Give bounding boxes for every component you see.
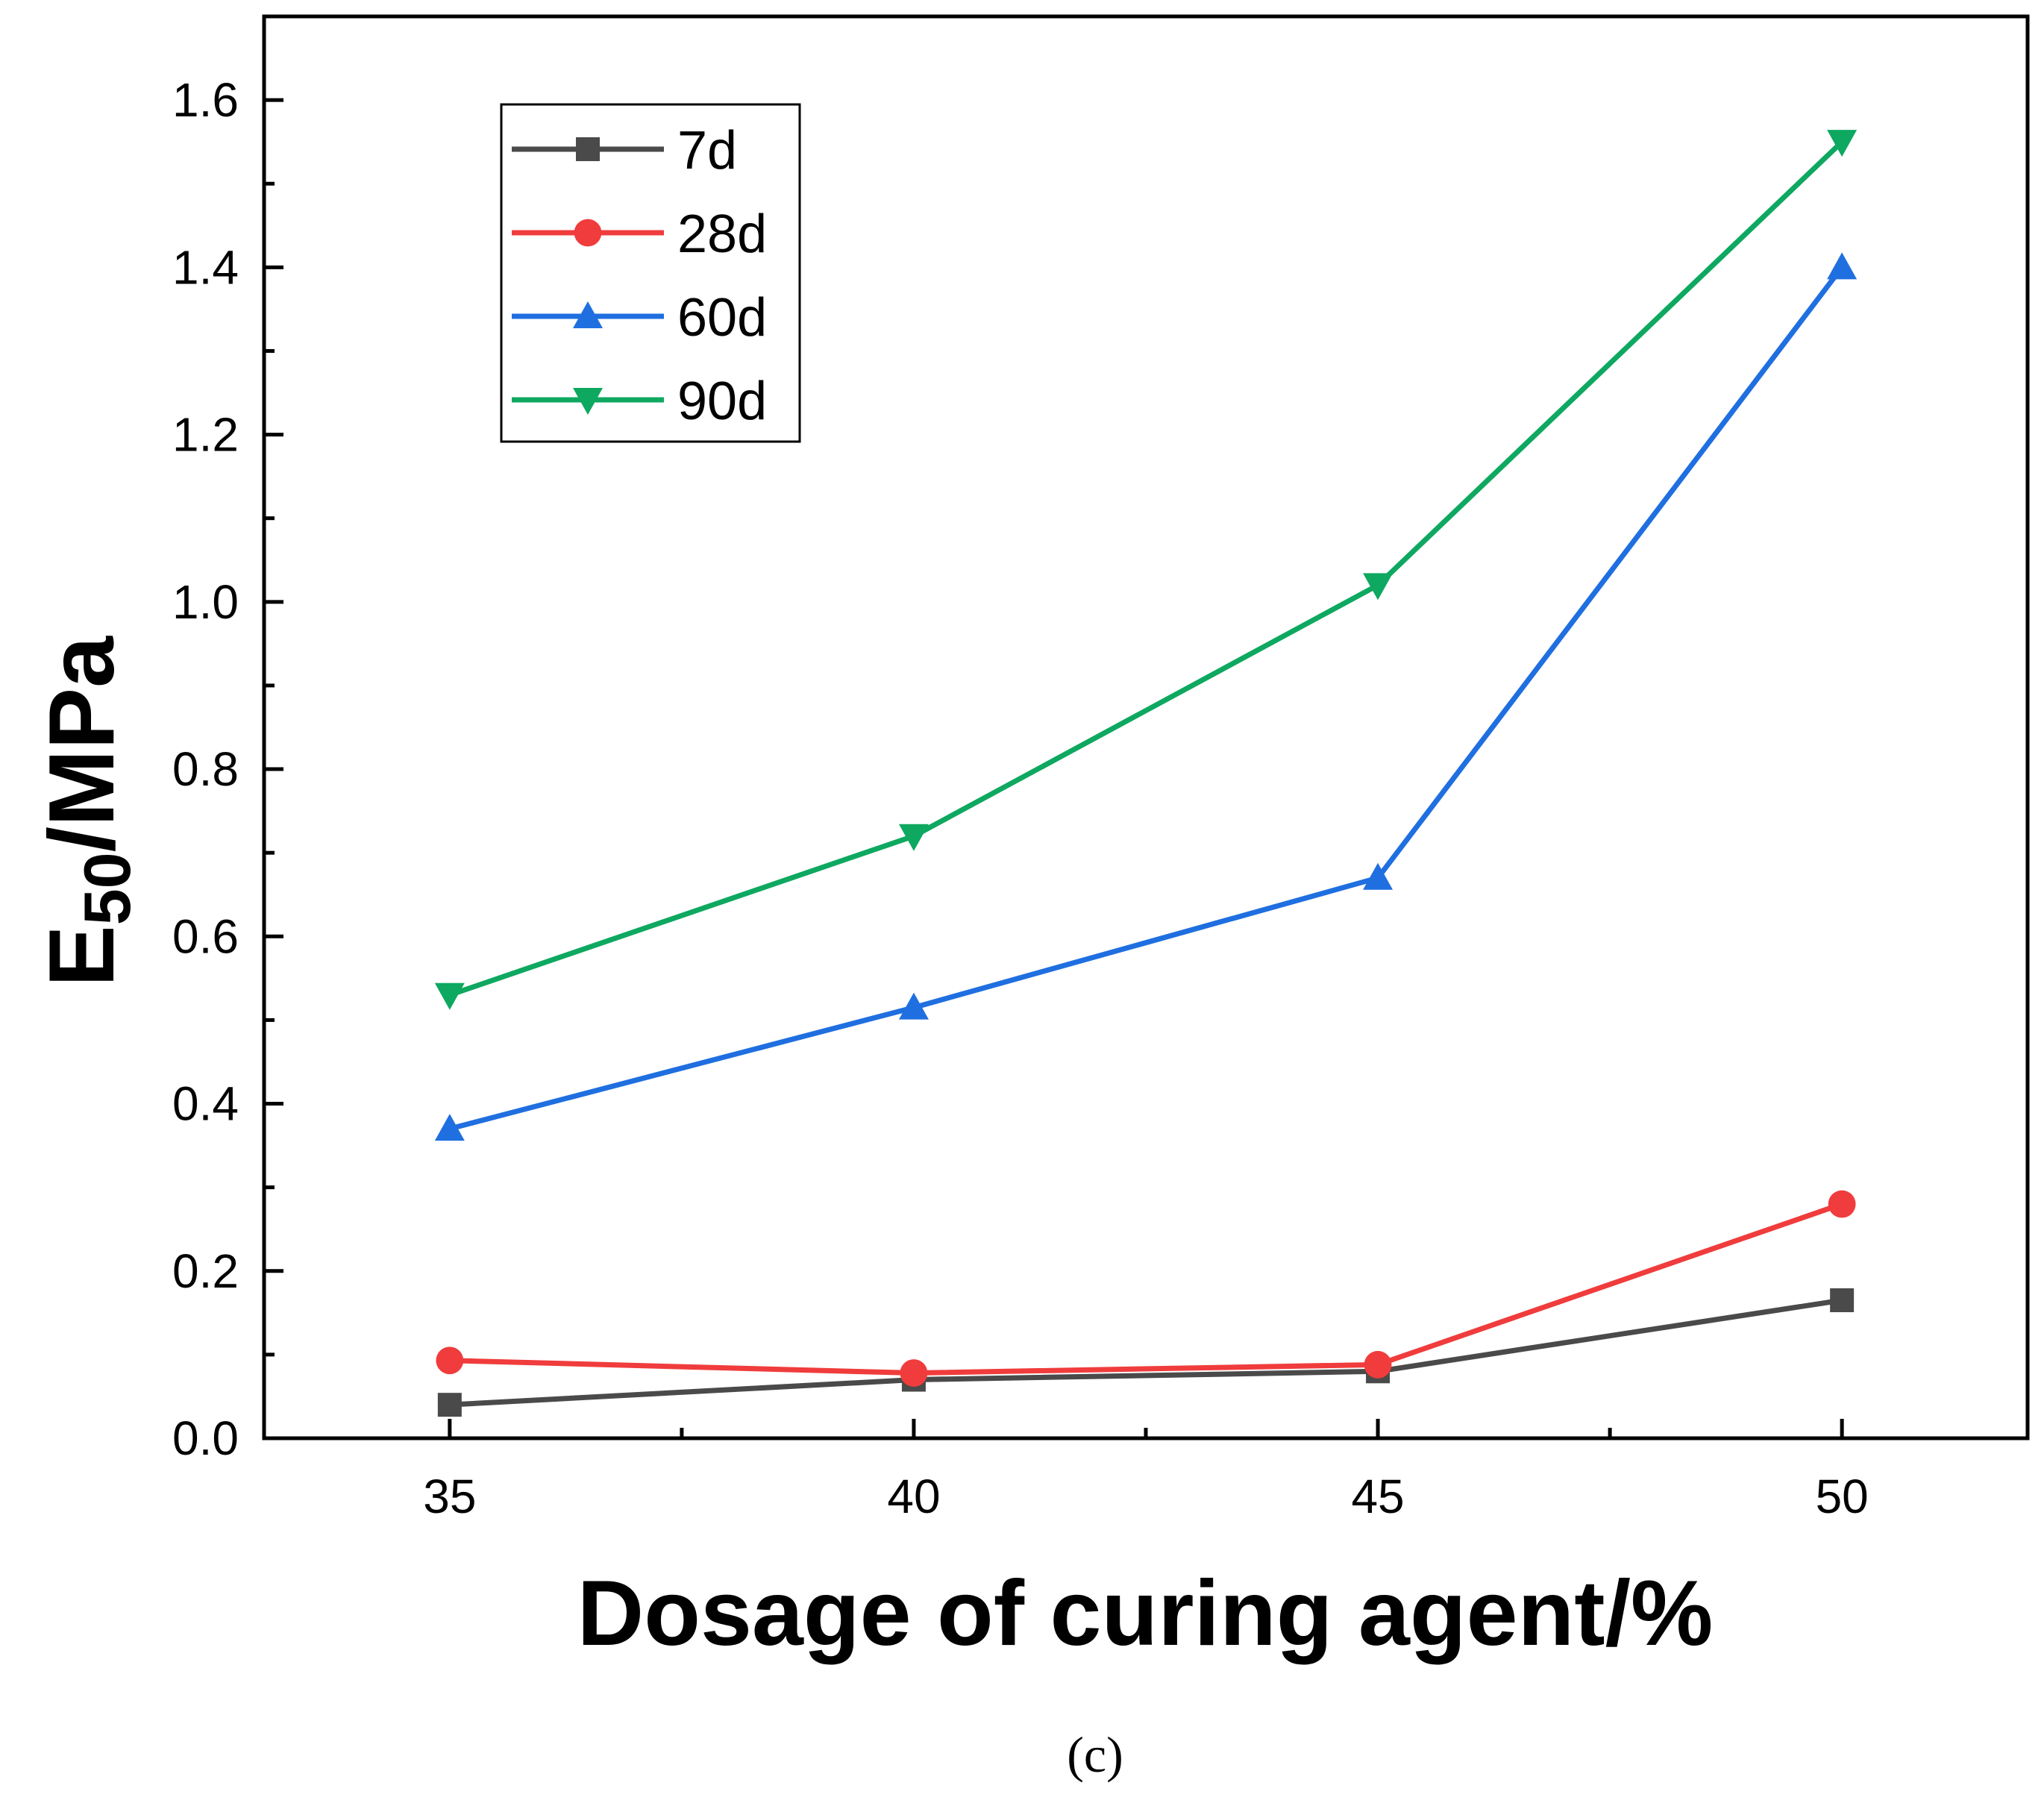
data-point-60d-50 <box>1827 252 1858 280</box>
series-line-7d <box>449 1297 1843 1408</box>
y-tick-label: 1.2 <box>172 408 239 462</box>
data-point-7d-35 <box>437 1393 462 1417</box>
x-axis-title: Dosage of curing agent/% <box>577 1562 1714 1665</box>
y-tick-label: 1.6 <box>172 73 239 127</box>
legend-label: 28d <box>677 204 767 264</box>
legend-item-7d: 7d <box>512 121 737 181</box>
series-90d <box>434 130 1858 1010</box>
legend: 7d 28d 60d 90d <box>500 103 801 443</box>
legend-label: 7d <box>677 121 737 181</box>
series-line-90d <box>448 139 1844 998</box>
series-60d <box>434 252 1858 1141</box>
legend-marker <box>574 219 602 247</box>
legend-marker <box>573 301 603 328</box>
y-tick-label: 0.0 <box>172 1411 239 1465</box>
y-tick-label: 0.6 <box>172 909 239 963</box>
y-axis-title: E50/MPa <box>31 636 144 987</box>
series-28d <box>436 1190 1856 1387</box>
data-point-7d-50 <box>1830 1288 1855 1313</box>
y-tick-label: 0.4 <box>172 1077 239 1131</box>
data-point-28d-35 <box>436 1346 464 1375</box>
y-tick-label: 0.8 <box>172 742 239 796</box>
y-axis-title-main: E <box>31 925 134 987</box>
data-point-90d-35 <box>434 982 465 1010</box>
data-point-28d-40 <box>900 1359 928 1387</box>
legend-label: 90d <box>677 371 767 431</box>
x-tick-label: 40 <box>887 1470 940 1523</box>
data-point-60d-40 <box>898 992 929 1020</box>
y-axis-title-rest: /MPa <box>31 636 134 852</box>
legend-label: 60d <box>677 288 767 348</box>
x-tick-label: 35 <box>423 1470 476 1523</box>
y-tick-label: 1.0 <box>172 575 239 629</box>
data-point-60d-35 <box>434 1114 465 1141</box>
data-point-60d-45 <box>1363 862 1394 890</box>
legend-box <box>500 103 801 443</box>
legend-marker <box>576 137 600 161</box>
figure-caption: (c) <box>1067 1726 1123 1783</box>
data-point-90d-45 <box>1363 573 1394 601</box>
legend-marker <box>573 388 603 415</box>
legend-item-60d: 60d <box>512 288 767 348</box>
y-tick-label: 1.4 <box>172 240 239 294</box>
legend-item-90d: 90d <box>512 371 767 431</box>
x-tick-label: 50 <box>1816 1470 1869 1523</box>
y-tick-label: 0.2 <box>172 1244 239 1298</box>
series-7d <box>437 1288 1855 1417</box>
data-point-90d-50 <box>1827 130 1858 157</box>
data-point-90d-40 <box>898 824 929 851</box>
series-layer <box>434 130 1858 1417</box>
axes: 0.0 0.2 0.4 0.6 0.8 1.0 1.2 1.4 1.6 35 40 45 50 <box>172 14 2030 1523</box>
data-point-28d-50 <box>1828 1190 1856 1218</box>
series-line-28d <box>449 1201 1843 1376</box>
x-tick-label: 45 <box>1351 1470 1404 1523</box>
series-line-60d <box>448 266 1844 1132</box>
legend-item-28d: 28d <box>512 204 767 264</box>
y-axis-title-sub: 50 <box>70 852 144 925</box>
data-point-28d-45 <box>1364 1350 1392 1379</box>
